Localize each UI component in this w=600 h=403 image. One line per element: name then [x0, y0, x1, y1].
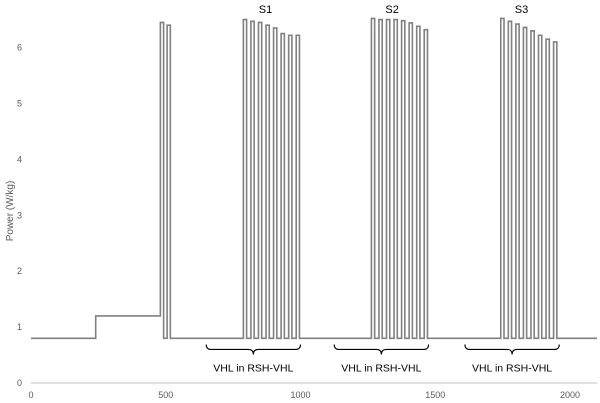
y-tick-label: 0 — [17, 378, 22, 388]
tick-labels: 0 1 2 3 4 5 6 0 500 1000 1500 2000 — [17, 43, 580, 400]
brace-bracket — [333, 344, 430, 355]
y-tick-label: 4 — [17, 154, 22, 164]
brackets-group: VHL in RSH-VHL VHL in RSH-VHL VHL in RSH-V… — [205, 344, 560, 374]
series-group — [31, 17, 597, 340]
set-label: S2 — [385, 4, 398, 16]
set-label: S3 — [515, 4, 528, 16]
brace-bracket — [205, 344, 302, 355]
x-tick-label: 2000 — [560, 390, 580, 400]
brace-bracket — [464, 344, 560, 355]
y-axis-title: Power (W/kg) — [5, 181, 16, 242]
x-tick-label: 0 — [28, 390, 33, 400]
y-tick-label: 5 — [17, 98, 22, 108]
y-axis-title-group: Power (W/kg) — [5, 181, 16, 242]
bracket-label: VHL in RSH-VHL — [472, 362, 552, 374]
set-label: S1 — [259, 4, 272, 16]
power-series-line — [31, 17, 597, 340]
x-tick-label: 500 — [158, 390, 173, 400]
bracket-label: VHL in RSH-VHL — [341, 362, 421, 374]
bracket-label: VHL in RSH-VHL — [213, 362, 293, 374]
y-tick-label: 2 — [17, 266, 22, 276]
x-tick-label: 1500 — [425, 390, 445, 400]
y-tick-label: 3 — [17, 210, 22, 220]
x-tick-label: 1000 — [291, 390, 311, 400]
y-tick-label: 6 — [17, 43, 22, 53]
y-tick-label: 1 — [17, 322, 22, 332]
annotations-group: S1 S2 S3 — [259, 4, 529, 16]
